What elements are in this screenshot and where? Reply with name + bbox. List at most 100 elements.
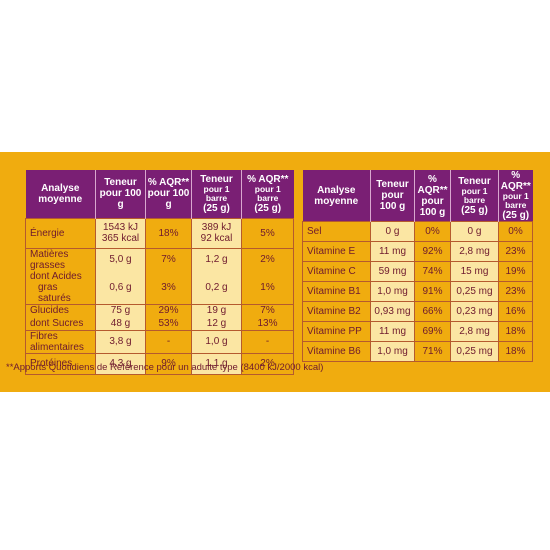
- header-row: Analyse moyenne Teneur pour 100 g % AQR*…: [302, 170, 533, 222]
- aqr-barre: 19%: [498, 261, 533, 282]
- aqr-100g: 71%: [414, 341, 451, 362]
- table-row: Vitamine E 11 mg 92% 2,8 mg 23%: [302, 241, 533, 262]
- value-sucres-barre: 12 g: [191, 317, 242, 331]
- label-vitamine-pp: Vitamine PP: [302, 321, 371, 342]
- header-analyse: Analyse moyenne: [302, 170, 371, 222]
- value-glucides-barre: 19 g: [191, 303, 242, 317]
- label-sucres: dont Sucres: [25, 317, 96, 331]
- header-aqr-barre-l3: (25 g): [254, 202, 282, 214]
- aqr-barre: 23%: [498, 281, 533, 302]
- header-aqr-barre-l2: pour 1 barre: [502, 191, 529, 210]
- header-row: Analyse moyenne Teneur pour 100 g % AQR*…: [25, 170, 294, 218]
- footnote: **Apports Quotidiens de Référence pour u…: [6, 362, 324, 373]
- value-barre: 0 g: [450, 221, 499, 242]
- value-energie-barre: 389 kJ 92 kcal: [191, 217, 242, 249]
- aqr-barre: 0%: [498, 221, 533, 242]
- header-teneur-barre-l1: Teneur: [200, 173, 233, 185]
- value-100g: 59 mg: [370, 261, 415, 282]
- aqr-100g: 66%: [414, 301, 451, 322]
- value-barre: 0,25 mg: [450, 281, 499, 302]
- header-aqr-barre-l3: (25 g): [502, 210, 530, 221]
- aqr-matieres-barre: 2%: [241, 247, 294, 271]
- header-aqr-barre: % AQR** pour 1 barre (25 g): [498, 170, 533, 222]
- value-energie-100g: 1543 kJ 365 kcal: [95, 217, 146, 249]
- header-teneur-barre-l1: Teneur: [458, 175, 491, 187]
- table-row: Vitamine PP 11 mg 69% 2,8 mg 18%: [302, 321, 533, 342]
- value-matieres-100g: 5,0 g: [95, 247, 146, 271]
- header-aqr-barre: % AQR** pour 1 barre (25 g): [241, 170, 294, 218]
- header-aqr-barre-l1: % AQR**: [247, 173, 289, 185]
- table-row-matieres-grasses: Matières grasses 5,0 g 7% 1,2 g 2%: [25, 247, 294, 271]
- aqr-energie-100g: 18%: [145, 217, 192, 249]
- table-row-proteines: Protéines 4,3 g 9% 1,1 g 2%: [25, 352, 294, 375]
- value-100g: 0 g: [370, 221, 415, 242]
- label-glucides: Glucides: [25, 303, 96, 317]
- aqr-energie-barre: 5%: [241, 217, 294, 249]
- header-teneur-barre-l2: pour 1 barre: [203, 183, 230, 203]
- aqr-sucres-100g: 53%: [145, 317, 192, 331]
- label-vitamine-b2: Vitamine B2: [302, 301, 371, 322]
- table-row-acides-gras: dont Acides gras saturés 0,6 g 3% 0,2 g …: [25, 270, 294, 305]
- aqr-acides-barre: 1%: [241, 270, 294, 305]
- aqr-acides-100g: 3%: [145, 270, 192, 305]
- value-100g: 1,0 mg: [370, 281, 415, 302]
- aqr-100g: 69%: [414, 321, 451, 342]
- aqr-sucres-barre: 13%: [241, 317, 294, 331]
- value-matieres-barre: 1,2 g: [191, 247, 242, 271]
- header-teneur-barre: Teneur pour 1 barre (25 g): [450, 170, 499, 222]
- label-vitamine-c: Vitamine C: [302, 261, 371, 282]
- header-teneur-100g: Teneur pour 100 g: [95, 170, 146, 218]
- header-aqr-barre-l1: % AQR**: [500, 170, 531, 192]
- label-energie: Énergie: [25, 217, 96, 249]
- aqr-fibres-100g: -: [145, 329, 192, 354]
- value-fibres-barre: 1,0 g: [191, 329, 242, 354]
- label-vitamine-e: Vitamine E: [302, 241, 371, 262]
- value-acides-100g: 0,6 g: [95, 270, 146, 305]
- label-acides-gras: dont Acides gras saturés: [25, 270, 96, 305]
- value-glucides-100g: 75 g: [95, 303, 146, 317]
- aqr-100g: 0%: [414, 221, 451, 242]
- value-fibres-100g: 3,8 g: [95, 329, 146, 354]
- aqr-100g: 74%: [414, 261, 451, 282]
- aqr-matieres-100g: 7%: [145, 247, 192, 271]
- table-row-energie: Énergie 1543 kJ 365 kcal 18% 389 kJ 92 k…: [25, 217, 294, 249]
- aqr-100g: 91%: [414, 281, 451, 302]
- table-row: Sel 0 g 0% 0 g 0%: [302, 221, 533, 242]
- table-row-glucides: Glucides 75 g 29% 19 g 7%: [25, 303, 294, 317]
- table-row: Vitamine B6 1,0 mg 71% 0,25 mg 18%: [302, 341, 533, 362]
- aqr-barre: 18%: [498, 321, 533, 342]
- table-row: Vitamine B2 0,93 mg 66% 0,23 mg 16%: [302, 301, 533, 322]
- aqr-barre: 16%: [498, 301, 533, 322]
- value-barre: 2,8 mg: [450, 321, 499, 342]
- table-row: Vitamine C 59 mg 74% 15 mg 19%: [302, 261, 533, 282]
- header-teneur-barre: Teneur pour 1 barre (25 g): [191, 170, 242, 218]
- value-100g: 0,93 mg: [370, 301, 415, 322]
- label-vitamine-b1: Vitamine B1: [302, 281, 371, 302]
- table-row-sucres: dont Sucres 48 g 53% 12 g 13%: [25, 317, 294, 331]
- header-teneur-barre-l2: pour 1 barre: [461, 185, 488, 205]
- header-aqr-barre-l2: pour 1 barre: [254, 183, 281, 203]
- aqr-glucides-100g: 29%: [145, 303, 192, 317]
- aqr-proteines-barre: 2%: [241, 352, 294, 375]
- aqr-100g: 92%: [414, 241, 451, 262]
- nutrition-table-right: Analyse moyenne Teneur pour 100 g % AQR*…: [302, 170, 533, 362]
- label-fibres: Fibres alimentaires: [25, 329, 96, 354]
- value-100g: 1,0 mg: [370, 341, 415, 362]
- header-teneur-barre-l3: (25 g): [461, 204, 488, 216]
- aqr-barre: 18%: [498, 341, 533, 362]
- value-barre: 15 mg: [450, 261, 499, 282]
- header-aqr-100g: % AQR** pour 100 g: [145, 170, 192, 218]
- value-100g: 11 mg: [370, 321, 415, 342]
- value-acides-barre: 0,2 g: [191, 270, 242, 305]
- value-barre: 0,23 mg: [450, 301, 499, 322]
- header-teneur-barre-l3: (25 g): [203, 202, 230, 214]
- header-analyse: Analyse moyenne: [25, 170, 96, 218]
- nutrition-table-left: Analyse moyenne Teneur pour 100 g % AQR*…: [25, 170, 294, 375]
- header-aqr-100g: % AQR** pour 100 g: [414, 170, 451, 222]
- aqr-barre: 23%: [498, 241, 533, 262]
- label-vitamine-b6: Vitamine B6: [302, 341, 371, 362]
- table-row: Vitamine B1 1,0 mg 91% 0,25 mg 23%: [302, 281, 533, 302]
- value-100g: 11 mg: [370, 241, 415, 262]
- value-sucres-100g: 48 g: [95, 317, 146, 331]
- label-sel: Sel: [302, 221, 371, 242]
